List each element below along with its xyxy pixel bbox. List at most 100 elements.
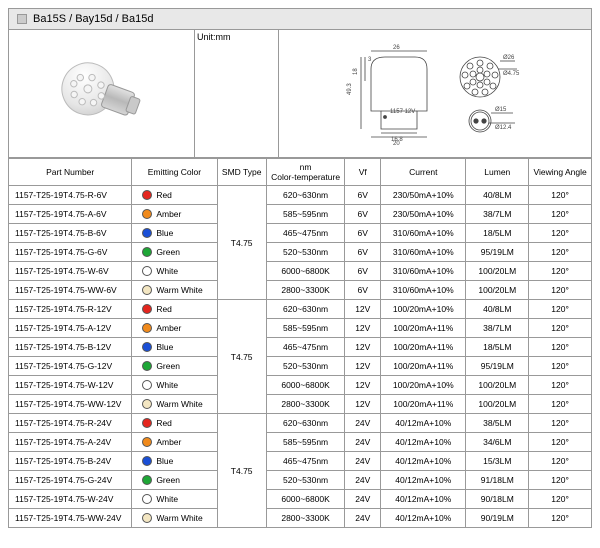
svg-text:26: 26: [393, 45, 400, 51]
cell-part-number: 1157-T25-19T4.75-R-24V: [9, 414, 132, 433]
cell-emitting-color: Blue: [132, 338, 217, 357]
cell-smd-type: T4.75: [217, 186, 266, 300]
cell-viewing-angle: 120°: [529, 433, 592, 452]
cell-current: 100/20mA+10%: [381, 300, 466, 319]
cell-nm: 585~595nm: [266, 433, 344, 452]
table-row: 1157-T25-19T4.75-WW-12VWarm White2800~33…: [9, 395, 592, 414]
header-square-icon: [17, 14, 27, 24]
cell-emitting-color: Blue: [132, 452, 217, 471]
cell-nm: 585~595nm: [266, 205, 344, 224]
cell-current: 100/20mA+11%: [381, 357, 466, 376]
technical-drawing: 1157 12V 49.3 18 3 26 20 16.8: [335, 39, 535, 149]
col-header: Current: [381, 159, 466, 186]
cell-part-number: 1157-T25-19T4.75-R-6V: [9, 186, 132, 205]
col-header: nm Color-temperature: [266, 159, 344, 186]
color-label: White: [156, 266, 178, 276]
cell-nm: 465~475nm: [266, 338, 344, 357]
cell-viewing-angle: 120°: [529, 509, 592, 528]
color-dot-icon: [142, 475, 152, 485]
svg-text:Ø4.75: Ø4.75: [503, 71, 520, 77]
col-header: Lumen: [466, 159, 529, 186]
color-dot-icon: [142, 361, 152, 371]
color-label: Amber: [156, 323, 181, 333]
image-row: Unit:mm 1157 12V 49.3 18 3 26 20: [8, 30, 592, 158]
color-dot-icon: [142, 437, 152, 447]
cell-part-number: 1157-T25-19T4.75-R-12V: [9, 300, 132, 319]
cell-emitting-color: White: [132, 490, 217, 509]
color-dot-icon: [142, 399, 152, 409]
cell-lumen: 15/3LM: [466, 452, 529, 471]
cell-current: 100/20mA+10%: [381, 376, 466, 395]
cell-nm: 620~630nm: [266, 300, 344, 319]
cell-emitting-color: Blue: [132, 224, 217, 243]
cell-part-number: 1157-T25-19T4.75-WW-24V: [9, 509, 132, 528]
cell-viewing-angle: 120°: [529, 300, 592, 319]
cell-viewing-angle: 120°: [529, 376, 592, 395]
cell-part-number: 1157-T25-19T4.75-WW-6V: [9, 281, 132, 300]
cell-vf: 6V: [345, 243, 381, 262]
table-row: 1157-T25-19T4.75-A-6VAmber585~595nm6V230…: [9, 205, 592, 224]
cell-emitting-color: Green: [132, 471, 217, 490]
color-label: Amber: [156, 437, 181, 447]
cell-vf: 6V: [345, 186, 381, 205]
category-header: Ba15S / Bay15d / Ba15d: [8, 8, 592, 30]
cell-lumen: 40/8LM: [466, 300, 529, 319]
color-label: White: [156, 380, 178, 390]
color-label: Blue: [156, 456, 173, 466]
table-row: 1157-T25-19T4.75-W-24VWhite6000~6800K24V…: [9, 490, 592, 509]
color-label: Amber: [156, 209, 181, 219]
cell-current: 230/50mA+10%: [381, 186, 466, 205]
cell-emitting-color: Warm White: [132, 509, 217, 528]
cell-nm: 620~630nm: [266, 186, 344, 205]
cell-emitting-color: Green: [132, 357, 217, 376]
cell-vf: 24V: [345, 433, 381, 452]
cell-nm: 6000~6800K: [266, 262, 344, 281]
product-photo-cell: [9, 30, 195, 158]
table-row: 1157-T25-19T4.75-G-24VGreen520~530nm24V4…: [9, 471, 592, 490]
table-row: 1157-T25-19T4.75-B-12VBlue465~475nm12V10…: [9, 338, 592, 357]
color-label: Green: [156, 247, 180, 257]
table-row: 1157-T25-19T4.75-G-12VGreen520~530nm12V1…: [9, 357, 592, 376]
table-row: 1157-T25-19T4.75-A-12VAmber585~595nm12V1…: [9, 319, 592, 338]
cell-current: 100/20mA+11%: [381, 319, 466, 338]
cell-viewing-angle: 120°: [529, 357, 592, 376]
technical-drawing-cell: 1157 12V 49.3 18 3 26 20 16.8: [279, 30, 591, 158]
table-row: 1157-T25-19T4.75-R-12VRedT4.75620~630nm1…: [9, 300, 592, 319]
cell-part-number: 1157-T25-19T4.75-W-6V: [9, 262, 132, 281]
table-row: 1157-T25-19T4.75-R-6VRedT4.75620~630nm6V…: [9, 186, 592, 205]
color-dot-icon: [142, 190, 152, 200]
cell-viewing-angle: 120°: [529, 224, 592, 243]
svg-text:3: 3: [368, 57, 372, 63]
cell-emitting-color: Green: [132, 243, 217, 262]
color-dot-icon: [142, 494, 152, 504]
table-row: 1157-T25-19T4.75-W-12VWhite6000~6800K12V…: [9, 376, 592, 395]
svg-text:1157 12V: 1157 12V: [390, 109, 415, 115]
color-dot-icon: [142, 418, 152, 428]
cell-viewing-angle: 120°: [529, 281, 592, 300]
unit-label: Unit:mm: [197, 32, 231, 42]
cell-viewing-angle: 120°: [529, 414, 592, 433]
cell-lumen: 100/20LM: [466, 395, 529, 414]
svg-text:49.3: 49.3: [347, 82, 353, 94]
cell-nm: 465~475nm: [266, 452, 344, 471]
cell-lumen: 100/20LM: [466, 262, 529, 281]
table-row: 1157-T25-19T4.75-WW-6VWarm White2800~330…: [9, 281, 592, 300]
cell-current: 310/60mA+10%: [381, 262, 466, 281]
color-dot-icon: [142, 513, 152, 523]
cell-smd-type: T4.75: [217, 300, 266, 414]
cell-nm: 520~530nm: [266, 243, 344, 262]
cell-lumen: 18/5LM: [466, 224, 529, 243]
color-label: Blue: [156, 228, 173, 238]
table-row: 1157-T25-19T4.75-A-24VAmber585~595nm24V4…: [9, 433, 592, 452]
cell-vf: 6V: [345, 224, 381, 243]
cell-emitting-color: Warm White: [132, 281, 217, 300]
color-label: Red: [156, 418, 172, 428]
cell-current: 230/50mA+10%: [381, 205, 466, 224]
cell-part-number: 1157-T25-19T4.75-W-12V: [9, 376, 132, 395]
cell-current: 40/12mA+10%: [381, 509, 466, 528]
cell-nm: 620~630nm: [266, 414, 344, 433]
color-dot-icon: [142, 228, 152, 238]
cell-viewing-angle: 120°: [529, 319, 592, 338]
cell-part-number: 1157-T25-19T4.75-W-24V: [9, 490, 132, 509]
table-row: 1157-T25-19T4.75-R-24VRedT4.75620~630nm2…: [9, 414, 592, 433]
